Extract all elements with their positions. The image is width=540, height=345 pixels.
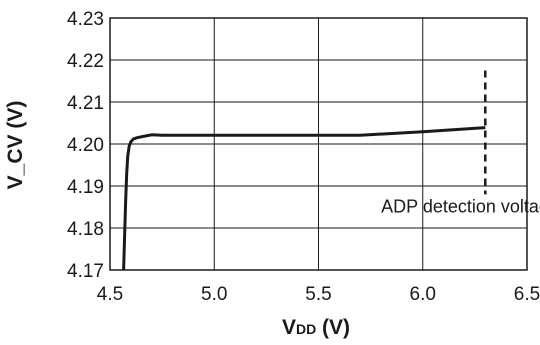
x-tick-label: 4.5 xyxy=(97,284,123,305)
x-axis-title-unit: (V) xyxy=(316,316,350,339)
x-tick-label: 6.0 xyxy=(410,284,436,305)
y-tick-label: 4.22 xyxy=(67,51,104,72)
y-tick-label: 4.21 xyxy=(67,93,104,114)
y-tick-labels: 4.17 4.18 4.19 4.20 4.21 4.22 4.23 xyxy=(67,9,104,282)
y-tick-label: 4.23 xyxy=(67,9,104,30)
annotation-group: ADP detection voltage H xyxy=(381,70,540,216)
y-tick-label: 4.20 xyxy=(67,135,104,156)
x-axis-title-subscript: DD xyxy=(296,321,316,337)
x-tick-label: 5.5 xyxy=(305,284,331,305)
series-line xyxy=(122,126,486,271)
annotation-label: ADP detection voltage H xyxy=(381,196,540,216)
grid xyxy=(110,18,527,270)
x-axis-title-main: V xyxy=(282,316,296,339)
x-axis-title: VDD (V) xyxy=(282,316,350,339)
y-axis-title: V_CV (V) xyxy=(4,101,27,190)
x-tick-label: 5.0 xyxy=(201,284,227,305)
x-tick-label: 6.5 xyxy=(514,284,540,305)
y-tick-label: 4.19 xyxy=(67,177,104,198)
y-tick-label: 4.18 xyxy=(67,219,104,240)
series-group xyxy=(122,126,486,271)
x-tick-labels: 4.5 5.0 5.5 6.0 6.5 xyxy=(97,284,540,305)
plot-frame xyxy=(109,17,528,271)
y-tick-label: 4.17 xyxy=(67,261,104,282)
